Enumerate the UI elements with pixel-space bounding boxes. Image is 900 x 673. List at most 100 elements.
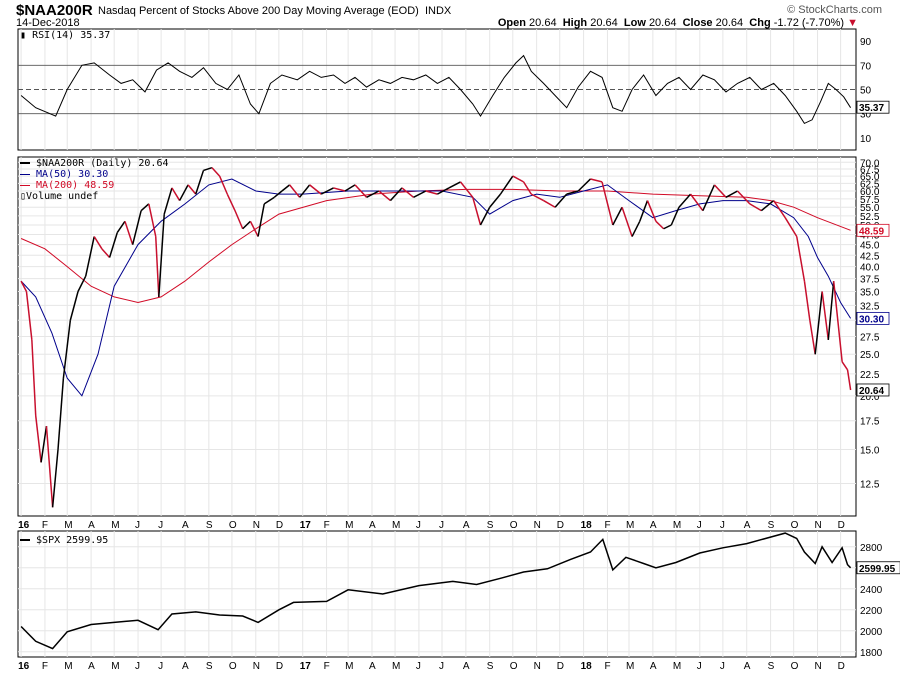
spx-y-tick: 1800 [860,648,883,659]
x-tick-label: A [88,661,95,672]
price-segment [242,220,251,230]
price-segment [601,181,614,226]
x-tick-label: 18 [581,661,593,672]
price-segment [171,187,181,201]
spx-y-tick: 2200 [860,606,883,617]
x-tick-label: J [439,520,444,531]
price-segment [93,236,103,250]
rsi-last-tag-box [856,100,890,114]
x-tick-label: N [815,661,822,672]
price-segment [309,184,322,195]
x-tick-label: 16 [18,661,30,672]
price-y-tick: 67.5 [860,165,880,176]
price-segment [577,178,592,192]
price-segment [281,184,291,192]
rsi-y-tick: 90 [860,37,872,48]
price-segment [796,236,806,282]
price-legend-swatch [20,162,30,164]
spx-legend-swatch [20,539,30,541]
x-tick-label: D [276,520,283,531]
x-tick-label: J [720,661,725,672]
price-segment [631,220,641,237]
price-y-tick: 70.0 [860,158,880,169]
price-y-tick: 37.5 [860,275,880,286]
open-label: Open [497,17,526,29]
ma50-legend-swatch [20,173,30,175]
x-tick-label: A [463,520,470,531]
x-tick-label: N [534,520,541,531]
x-tick-label: J [720,520,725,531]
spx-last-tag-text: 2599.95 [859,564,896,575]
x-tick-label: F [604,661,610,672]
stockcharts-logo: © StockCharts.com [787,4,882,16]
price-segment [543,199,556,208]
price-segment [57,378,65,450]
price-segment [784,217,798,237]
price-segment [51,449,59,508]
ma50-legend-text: MA(50) 30.30 [36,169,109,180]
price-segment [263,196,275,205]
rsi-panel: 10 30 50 70 90 35.37 [17,28,890,151]
price-segment [832,281,843,362]
price-segment [749,203,762,212]
x-tick-label: M [345,520,353,531]
price-segment [218,175,228,195]
price-segment [344,184,356,192]
price-segment [499,175,514,195]
price-segment [234,210,244,230]
price-y-tick: 27.5 [860,332,880,343]
price-segment [554,193,568,208]
price-segment [702,184,716,211]
price-segment [148,203,157,237]
close-value: 20.64 [715,17,744,29]
price-segment [846,369,852,391]
x-tick-label: D [557,661,564,672]
x-tick-label: A [744,520,751,531]
x-tick-label: J [439,661,444,672]
price-segment [612,206,623,226]
x-tick-label: A [182,661,189,672]
price-legend-text: $NAA200R (Daily) 20.64 [36,158,169,169]
price-segment [448,181,461,189]
x-tick-label: S [206,520,213,531]
x-tick-label: S [768,520,775,531]
price-segment [320,187,334,195]
price-segment [736,190,751,205]
ohlc-readout: Open 20.64 High 20.64 Low 20.64 Close 20… [498,17,858,29]
price-y-tick: 25.0 [860,350,880,361]
ma50-legend: MA(50) 30.30 [20,169,108,180]
price-segment [479,206,491,226]
ma50-last-tag-box [856,311,890,325]
x-tick-label: M [626,661,634,672]
price-segment [178,184,189,201]
ma200-last-tag-text: 48.59 [859,226,884,237]
rsi-y-tick: 50 [860,86,872,97]
price-segment [131,210,142,245]
chart-symbol: $NAA200R [16,2,93,19]
x-tick-label: F [42,661,48,672]
price-segment [31,339,37,416]
x-tick-label: A [744,661,751,672]
price-y-tick: 52.5 [860,212,880,223]
price-segment [158,214,165,297]
x-tick-label: S [487,520,494,531]
price-segment [639,200,649,222]
rsi-y-tick: 70 [860,61,872,72]
price-segment [366,190,380,198]
price-y-tick: 65.0 [860,172,880,183]
x-tick-label: O [791,520,799,531]
x-tick-label: J [135,661,140,672]
price-segment [773,200,786,219]
x-tick-label: J [416,661,421,672]
rsi-legend-icon: ▮ [20,30,27,41]
x-tick-label: S [487,661,494,672]
ma200-legend: MA(200) 48.59 [20,180,114,191]
price-segment [760,199,775,212]
ma50-last-tag-text: 30.30 [859,314,884,325]
chg-label: Chg [749,17,771,29]
price-panel: 12.515.017.520.022.525.027.530.032.535.0… [17,156,890,531]
x-tick-label: 16 [18,520,30,531]
ma200-legend-text: MA(200) 48.59 [36,180,115,191]
rsi-legend: ▮ RSI(14) 35.37 [20,30,110,41]
